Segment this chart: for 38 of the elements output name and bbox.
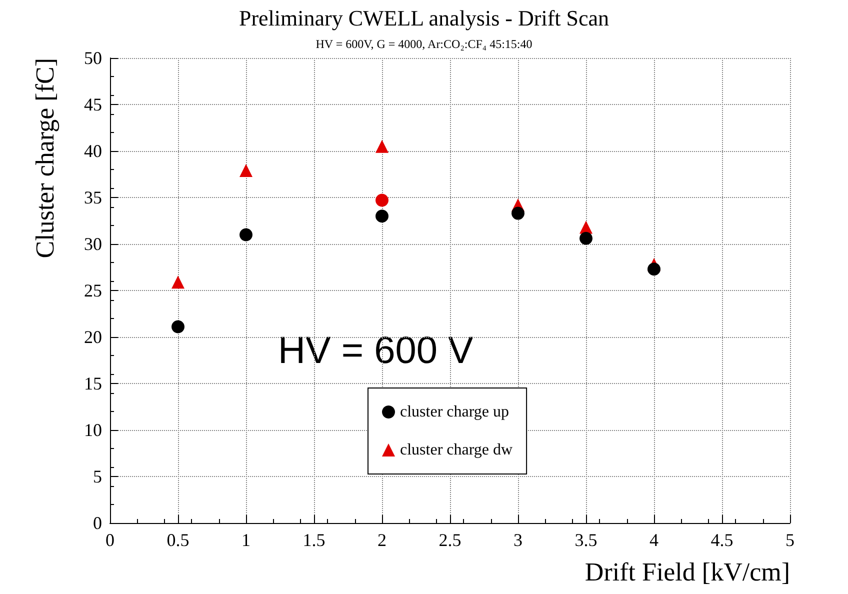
x-axis-title: Drift Field [kV/cm] [584, 558, 790, 586]
x-tick-label: 1 [242, 530, 250, 550]
chart-title: Preliminary CWELL analysis - Drift Scan [238, 6, 610, 30]
point [648, 262, 660, 276]
y-tick-label: 5 [93, 466, 102, 486]
annotation: HV = 600 V [278, 330, 474, 372]
y-tick-label: 0 [93, 513, 102, 533]
x-tick-label: 0.5 [166, 530, 190, 550]
y-tick-label: 35 [84, 188, 102, 208]
legend-label: cluster charge up [400, 404, 509, 420]
x-tick-label: 0 [106, 530, 114, 550]
legend-label: cluster charge dw [400, 442, 513, 458]
x-tick-label: 3 [514, 530, 522, 550]
x-tick-label: 2 [378, 530, 386, 550]
y-tick-label: 10 [84, 420, 102, 440]
x-tick-label: 2.5 [438, 530, 462, 550]
chart-subtitle: HV = 600V, G = 4000, Ar:CO₂:CF₄ 45:15:40 [316, 37, 532, 51]
y-tick-label: 15 [84, 374, 102, 394]
x-tick-label: 5 [786, 530, 794, 550]
y-tick-label: 20 [84, 327, 102, 347]
y-axis-title: Cluster charge [fC] [30, 58, 60, 258]
x-tick-label: 3.5 [574, 530, 598, 550]
x-tick-label: 4 [650, 530, 658, 550]
point [580, 232, 592, 245]
point [376, 210, 388, 223]
x-tick-label: 4.5 [710, 530, 734, 550]
y-tick-label: 40 [84, 141, 102, 161]
y-tick-label: 30 [84, 234, 102, 254]
point [376, 140, 388, 153]
point [172, 320, 184, 334]
x-tick-label: 1.5 [302, 530, 326, 550]
y-tick-label: 45 [84, 94, 102, 114]
point [240, 228, 252, 242]
y-tick-label: 50 [84, 48, 102, 68]
point [512, 206, 524, 220]
y-tick-label: 25 [84, 280, 102, 300]
point [172, 276, 184, 289]
point [240, 164, 252, 178]
